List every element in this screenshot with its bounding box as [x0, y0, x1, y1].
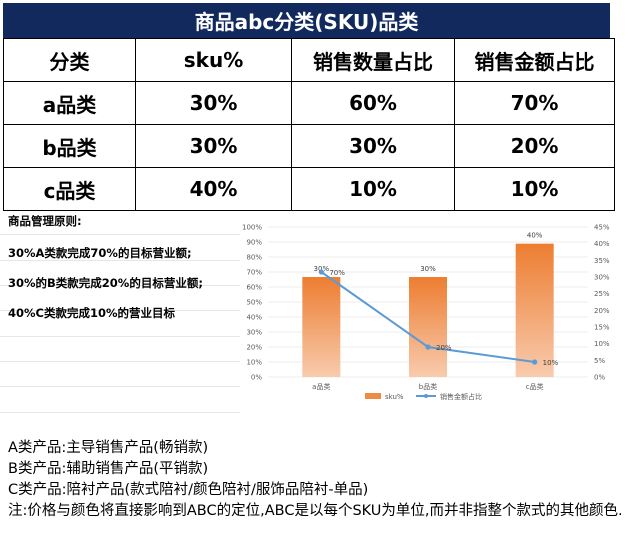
- table-row: b品类 30% 30% 20%: [3, 124, 615, 168]
- table-cell[interactable]: b品类: [3, 124, 136, 168]
- left-axis-tick-label: 10%: [246, 359, 262, 367]
- left-axis-tick-label: 30%: [246, 329, 262, 337]
- table-cell[interactable]: 30%: [135, 124, 292, 168]
- header-cell[interactable]: 销售数量占比: [291, 38, 455, 82]
- bar-data-label: 30%: [314, 265, 330, 273]
- line-point: [532, 359, 538, 365]
- table-cell[interactable]: 10%: [454, 167, 615, 211]
- table-cell[interactable]: 60%: [291, 81, 455, 125]
- table-cell[interactable]: 20%: [454, 124, 615, 168]
- bar: [515, 243, 554, 377]
- note-line[interactable]: B类产品:辅助销售产品(平销款): [8, 461, 209, 477]
- abc-table-block: 商品abc分类(SKU)品类 分类 sku% 销售数量占比 销售金额占比 a品类…: [3, 3, 615, 211]
- x-axis-tick-label: b品类: [419, 382, 437, 391]
- table-cell[interactable]: 30%: [291, 124, 455, 168]
- left-axis-tick-label: 80%: [246, 254, 262, 262]
- right-axis-tick-label: 45%: [594, 224, 610, 232]
- right-axis-tick-label: 40%: [594, 240, 610, 248]
- table-cell[interactable]: 40%: [135, 167, 292, 211]
- line-data-label: 20%: [436, 344, 452, 352]
- legend-swatch-point: [424, 394, 428, 398]
- line-data-label: 10%: [543, 359, 559, 367]
- header-cell[interactable]: 分类: [3, 38, 136, 82]
- right-axis-tick-label: 10%: [594, 340, 610, 348]
- right-axis-tick-label: 5%: [594, 357, 605, 365]
- line-point: [318, 269, 324, 275]
- left-axis-tick-label: 0%: [251, 374, 262, 382]
- table-cell[interactable]: 70%: [454, 81, 615, 125]
- line-point: [425, 344, 431, 350]
- right-axis-tick-label: 25%: [594, 290, 610, 298]
- chart-svg: 0% 10% 20% 30% 40% 50% 60% 70% 80% 90% 100% 0% 5% 10%…: [242, 224, 610, 402]
- right-axis-tick-label: 35%: [594, 257, 610, 265]
- note-line[interactable]: A类产品:主导销售产品(畅销款): [8, 440, 209, 456]
- left-axis-tick-label: 90%: [246, 239, 262, 247]
- header-cell[interactable]: sku%: [135, 38, 292, 82]
- bar: [409, 277, 447, 377]
- table-row: a品类 30% 60% 70%: [3, 81, 615, 125]
- principle-line[interactable]: 30%的B类款完成20%的目标营业额;: [8, 276, 203, 290]
- table-row: c品类 40% 10% 10%: [3, 167, 615, 211]
- table-cell[interactable]: c品类: [3, 167, 136, 211]
- abc-table: 分类 sku% 销售数量占比 销售金额占比 a品类 30% 60% 70% b品…: [3, 38, 615, 211]
- right-axis-tick-label: 30%: [594, 274, 610, 282]
- left-axis-tick-label: 20%: [246, 344, 262, 352]
- table-header-row: 分类 sku% 销售数量占比 销售金额占比: [3, 38, 615, 82]
- legend-label: 销售金额占比: [440, 392, 482, 401]
- left-axis-tick-label: 50%: [246, 299, 262, 307]
- table-cell[interactable]: 30%: [135, 81, 292, 125]
- line-data-label: 70%: [329, 269, 345, 277]
- principles-title[interactable]: 商品管理原则:: [8, 214, 82, 228]
- left-axis-tick-label: 60%: [246, 284, 262, 292]
- legend-label: sku%: [385, 393, 404, 401]
- principle-line[interactable]: 40%C类款完成10%的营业目标: [8, 306, 175, 320]
- right-axis-tick-label: 15%: [594, 324, 610, 332]
- right-axis-tick-label: 20%: [594, 307, 610, 315]
- principle-line[interactable]: 30%A类款完成70%的目标营业额;: [8, 246, 192, 260]
- table-title: 商品abc分类(SKU)品类: [3, 3, 610, 38]
- x-axis-tick-label: c品类: [526, 382, 544, 391]
- left-axis-tick-label: 70%: [246, 269, 262, 277]
- sku-sales-chart[interactable]: 0% 10% 20% 30% 40% 50% 60% 70% 80% 90% 100% 0% 5% 10%…: [240, 214, 613, 410]
- legend-swatch-bar: [365, 393, 381, 399]
- table-cell[interactable]: 10%: [291, 167, 455, 211]
- bar-data-label: 40%: [527, 232, 543, 240]
- note-line[interactable]: C类产品:陪衬产品(款式陪衬/颜色陪衬/服饰品陪衬-单品): [8, 482, 369, 498]
- note-line[interactable]: 注:价格与颜色将直接影响到ABC的定位,ABC是以每个SKU为单位,而并非指整个…: [8, 503, 623, 519]
- bar-data-label: 30%: [420, 265, 436, 273]
- bar: [302, 277, 341, 377]
- left-axis-tick-label: 100%: [242, 224, 262, 232]
- x-axis-tick-label: a品类: [312, 382, 330, 391]
- notes-block: A类产品:主导销售产品(畅销款) B类产品:辅助销售产品(平销款) C类产品:陪…: [8, 438, 636, 522]
- right-axis-tick-label: 0%: [594, 374, 605, 382]
- table-cell[interactable]: a品类: [3, 81, 136, 125]
- left-axis-tick-label: 40%: [246, 314, 262, 322]
- sheet-gridlines: [0, 214, 240, 434]
- header-cell[interactable]: 销售金额占比: [454, 38, 615, 82]
